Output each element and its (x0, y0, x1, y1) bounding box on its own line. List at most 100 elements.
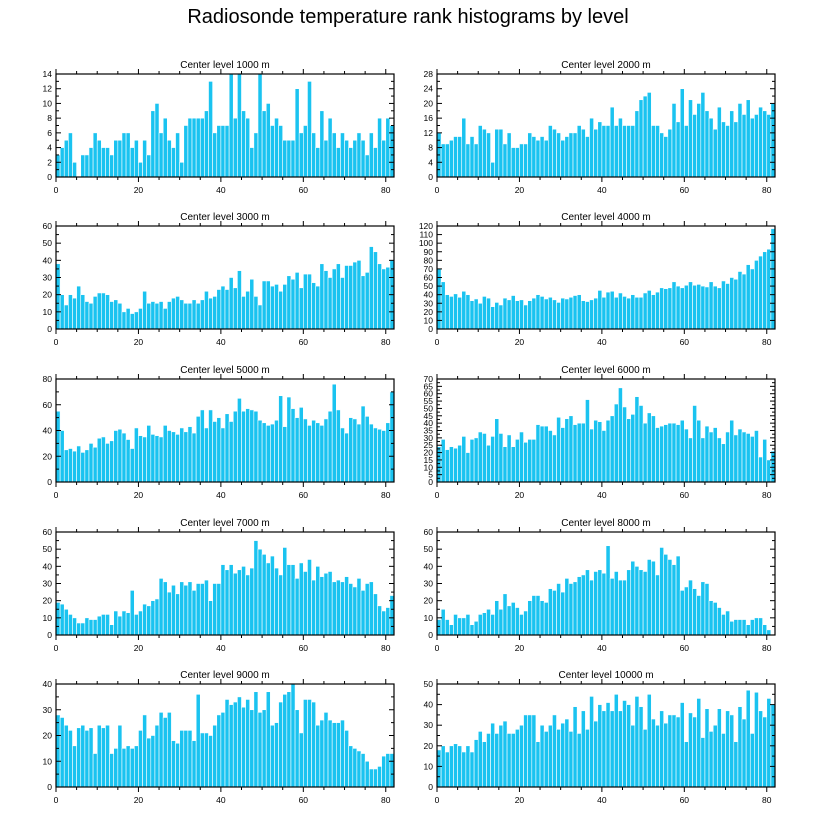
histogram-bar (290, 408, 296, 483)
y-tick-label: 20 (424, 596, 434, 606)
histogram-bar (568, 583, 574, 636)
histogram-bar (315, 285, 321, 330)
histogram-bar (323, 139, 329, 178)
x-tick-label: 80 (762, 795, 772, 805)
histogram-bar (712, 427, 718, 483)
histogram-bar (265, 691, 271, 788)
histogram-bar (663, 136, 669, 178)
histogram-bar (286, 139, 292, 178)
histogram-bar (576, 422, 582, 483)
histogram-bar (696, 698, 702, 788)
histogram-bar (307, 81, 312, 178)
y-tick-label: 0 (428, 324, 433, 334)
histogram-bar (364, 583, 370, 636)
histogram-bar (55, 714, 61, 788)
histogram-bar (597, 290, 603, 330)
y-tick-label: 20 (43, 596, 53, 606)
y-tick-label: 5 (428, 470, 433, 480)
histogram-bar (626, 125, 632, 178)
y-tick-label: 40 (424, 418, 434, 428)
histogram-bar (659, 710, 665, 788)
histogram-bar (613, 693, 619, 788)
histogram-bar (121, 311, 127, 330)
histogram-bar (113, 430, 119, 483)
histogram-bar (162, 581, 168, 636)
histogram-bar (191, 590, 197, 636)
histogram-bar (733, 619, 739, 636)
histogram-bar (580, 710, 586, 788)
panel-title: Center level 1000 m (180, 60, 270, 71)
x-tick-label: 80 (381, 337, 391, 347)
histogram-bar (117, 615, 123, 636)
histogram-bar (737, 706, 743, 788)
histogram-bar (449, 139, 454, 178)
histogram-bar (270, 555, 275, 636)
histogram-bar (745, 624, 751, 636)
histogram-bar (510, 446, 516, 483)
histogram-bar (708, 431, 714, 483)
histogram-bar (506, 132, 512, 178)
histogram-bar (109, 624, 115, 636)
histogram-bar (766, 698, 772, 788)
histogram-bar (303, 699, 308, 788)
y-tick-label: 28 (424, 69, 434, 79)
histogram-bar (134, 311, 139, 330)
histogram-bar (220, 564, 226, 636)
y-tick-label: 20 (424, 741, 434, 751)
x-tick-label: 40 (597, 795, 607, 805)
histogram-bar (360, 405, 366, 483)
x-tick-label: 20 (515, 490, 525, 500)
x-tick-label: 0 (435, 490, 440, 500)
histogram-bar (733, 741, 739, 788)
histogram-bar (721, 121, 726, 178)
histogram-bar (113, 748, 119, 788)
histogram-bar (762, 110, 768, 178)
y-tick-label: 0 (47, 782, 52, 792)
panel-9: Center level 9000 m 0 10 20 30 40 0 20 40 60 80 (43, 670, 395, 805)
histogram-bar (729, 277, 735, 330)
y-tick-label: 10 (43, 98, 53, 108)
histogram-bar (204, 732, 209, 788)
histogram-bar (737, 619, 743, 636)
x-tick-label: 20 (134, 490, 144, 500)
histogram-bar (319, 425, 325, 483)
histogram-bar (572, 706, 578, 788)
histogram-bar (298, 407, 304, 483)
histogram-bar (352, 261, 358, 330)
histogram-bar (303, 125, 308, 178)
histogram-bar (552, 714, 557, 788)
histogram-bar (183, 302, 189, 330)
histogram-bar (733, 278, 739, 330)
histogram-bar (593, 720, 599, 788)
histogram-bar (449, 446, 454, 483)
x-tick-label: 0 (435, 337, 440, 347)
histogram-bar (63, 608, 69, 636)
histogram-bar (692, 716, 697, 788)
histogram-bar (356, 578, 362, 636)
histogram-bar (547, 430, 553, 483)
histogram-bar (286, 564, 292, 636)
histogram-bar (311, 701, 316, 788)
histogram-bar (212, 421, 218, 483)
histogram-bar (622, 125, 627, 178)
y-tick-label: 0 (47, 477, 52, 487)
histogram-bar (663, 288, 669, 330)
histogram-bar (601, 125, 607, 178)
histogram-bar (688, 579, 693, 636)
histogram-bar (745, 689, 751, 788)
y-tick-label: 25 (424, 440, 434, 450)
histogram-bar (294, 417, 300, 483)
x-tick-label: 60 (299, 795, 309, 805)
histogram-bar (547, 296, 553, 330)
y-tick-label: 50 (43, 238, 53, 248)
histogram-bar (294, 88, 300, 178)
histogram-bar (368, 581, 374, 636)
histogram-bar (331, 383, 337, 483)
histogram-bar (613, 125, 619, 178)
histogram-bar (729, 110, 735, 178)
histogram-bar (597, 421, 603, 483)
histogram-bar (125, 612, 131, 636)
histogram-bar (195, 416, 201, 483)
histogram-bar (585, 399, 590, 483)
histogram-bar (129, 748, 135, 788)
